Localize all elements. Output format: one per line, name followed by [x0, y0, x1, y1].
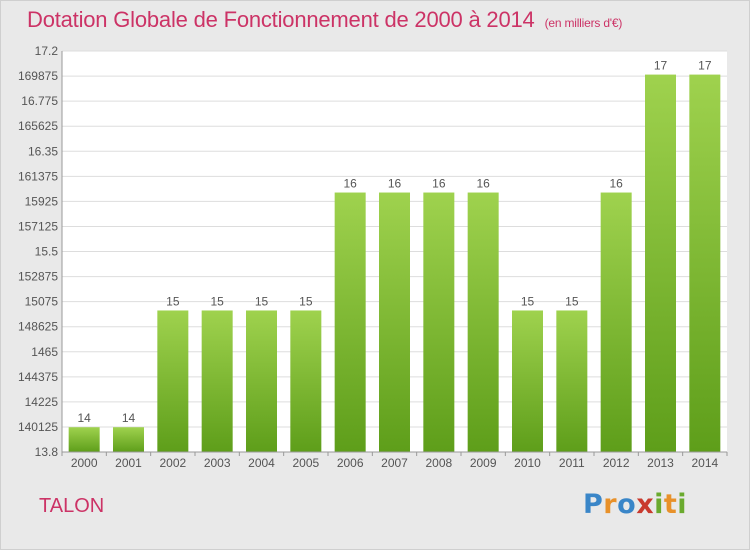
bars: 14 14 15 15 15 15 16 16 16 16 15 15 16 17 17: [68, 59, 721, 453]
bar: [645, 74, 676, 453]
x-tick-label: 2012: [603, 456, 630, 470]
y-tick-label: 157125: [18, 219, 58, 233]
value-label: 15: [521, 294, 535, 308]
value-label: 16: [476, 177, 490, 191]
y-tick-label: 1465: [31, 345, 58, 359]
value-label: 16: [609, 177, 623, 191]
value-label: 17: [654, 59, 668, 73]
x-tick-label: 2004: [248, 456, 275, 470]
chart-title: Dotation Globale de Fonctionnement de 20…: [27, 7, 622, 33]
y-tick-label: 15.5: [35, 245, 59, 259]
y-tick-label: 148625: [18, 320, 58, 334]
value-label: 16: [432, 177, 446, 191]
y-axis: 13.8 140125 14225 144375 1465 148625 15075 1528…: [18, 44, 63, 459]
x-tick-label: 2003: [204, 456, 231, 470]
bar: [556, 310, 588, 452]
x-tick-label: 2000: [71, 456, 98, 470]
x-tick-label: 2009: [470, 456, 497, 470]
y-tick-label: 17.2: [35, 44, 59, 58]
bar: [379, 192, 410, 452]
y-tick-label: 169875: [18, 69, 58, 83]
bar: [334, 192, 366, 452]
value-label: 15: [166, 294, 180, 308]
value-label: 14: [122, 411, 136, 425]
y-tick-label: 165625: [18, 119, 58, 133]
value-label: 15: [299, 294, 313, 308]
bar: [246, 310, 277, 452]
bar: [423, 192, 455, 452]
bar: [201, 310, 233, 452]
bar: [157, 310, 189, 452]
value-label: 14: [77, 411, 91, 425]
commune-name: TALON: [39, 495, 105, 517]
x-tick-label: 2002: [159, 456, 186, 470]
y-tick-label: 15075: [25, 295, 59, 309]
y-tick-label: 16.35: [28, 144, 58, 158]
x-tick-label: 2001: [115, 456, 142, 470]
value-label: 16: [388, 177, 402, 191]
x-tick-label: 2011: [559, 456, 585, 470]
y-tick-label: 144375: [18, 370, 58, 384]
y-tick-label: 13.8: [35, 445, 59, 459]
x-tick-label: 2010: [514, 456, 541, 470]
y-tick-label: 161375: [18, 169, 58, 183]
y-tick-label: 152875: [18, 270, 58, 284]
x-tick-label: 2005: [292, 456, 319, 470]
chart-subtitle: (en milliers d'€): [544, 16, 623, 30]
value-label: 15: [255, 294, 269, 308]
bar: [689, 74, 721, 453]
value-label: 15: [210, 294, 224, 308]
bar: [113, 427, 144, 452]
x-tick-label: 2013: [647, 456, 674, 470]
y-tick-label: 140125: [18, 420, 58, 434]
chart-title-text: Dotation Globale de Fonctionnement de 20…: [27, 7, 535, 32]
y-tick-label: 14225: [25, 395, 59, 409]
value-label: 15: [565, 294, 579, 308]
value-label: 17: [698, 59, 712, 73]
x-tick-label: 2006: [337, 456, 364, 470]
y-tick-label: 15925: [25, 194, 59, 208]
bar: [512, 310, 543, 452]
proxiti-logo: Proxiti: [583, 489, 688, 520]
x-axis: 2000 2001 2002 2003 2004 2005 2006 2007 2008 2009…: [61, 451, 728, 470]
bar: [290, 310, 322, 452]
bar: [600, 192, 632, 452]
x-tick-label: 2008: [425, 456, 452, 470]
bar: [467, 192, 499, 452]
y-tick-label: 16.775: [21, 94, 58, 108]
value-label: 16: [343, 177, 357, 191]
x-tick-label: 2014: [691, 456, 718, 470]
x-tick-label: 2007: [381, 456, 408, 470]
bar: [68, 427, 100, 452]
